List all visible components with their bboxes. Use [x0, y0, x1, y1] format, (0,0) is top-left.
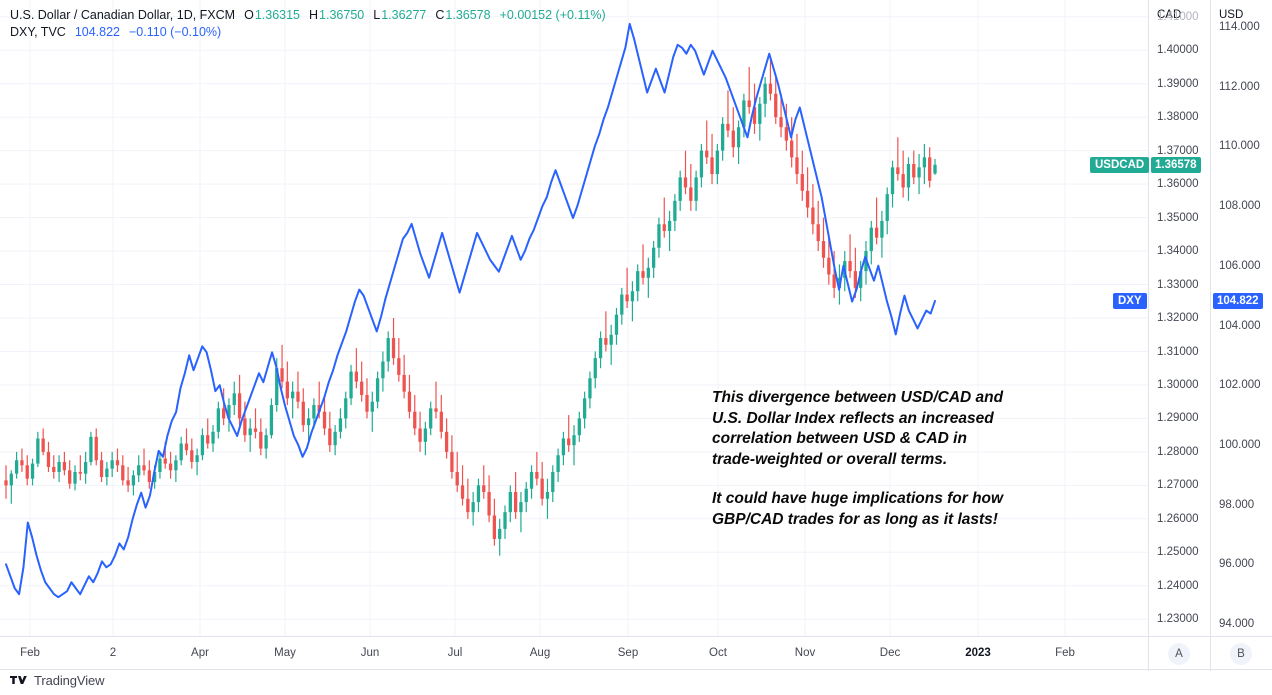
cad-axis-tick: 1.33000 [1157, 278, 1199, 291]
cad-axis-tick: 1.40000 [1157, 44, 1199, 57]
usd-axis-tick: 100.000 [1219, 438, 1261, 451]
time-axis-label: 2023 [965, 647, 991, 659]
dxy-change: −0.110 (−0.10%) [129, 25, 222, 39]
cad-axis-tick: 1.30000 [1157, 378, 1199, 391]
usd-axis-tick: 96.000 [1219, 558, 1255, 571]
time-axis-label: Apr [191, 647, 209, 659]
tradingview-footer[interactable]: TradingView [10, 673, 105, 688]
cad-axis-tick: 1.37000 [1157, 144, 1199, 157]
cad-axis-tick: 1.35000 [1157, 211, 1199, 224]
cad-axis-tick: 1.27000 [1157, 479, 1199, 492]
legend-row-dxy[interactable]: DXY, TVC 104.822 −0.110 (−0.10%) [10, 24, 1148, 41]
usdcad-symbol-label[interactable]: U.S. Dollar / Canadian Dollar, 1D, FXCM [10, 8, 236, 22]
usdcad-series-badge[interactable]: USDCAD [1090, 156, 1150, 173]
cad-axis-tick: 1.26000 [1157, 512, 1199, 525]
cad-axis-tick: 1.29000 [1157, 412, 1199, 425]
usd-axis-tick: 108.000 [1219, 200, 1261, 212]
high-label: H [309, 8, 319, 22]
usd-axis-tick: 104.000 [1219, 319, 1261, 332]
scale-button-b[interactable]: B [1230, 643, 1252, 665]
time-axis-separator-2 [1210, 637, 1211, 671]
cad-axis-title: CAD [1157, 9, 1182, 21]
usd-axis-tick: 102.000 [1219, 379, 1261, 392]
cad-axis-tick: 1.31000 [1157, 345, 1199, 358]
chart-plot-area[interactable] [0, 0, 1148, 636]
cad-axis-tick: 1.25000 [1157, 546, 1199, 559]
cad-axis-tick: 1.41000 [1157, 10, 1199, 23]
chart-canvas [0, 0, 1148, 636]
time-axis-label: Nov [794, 647, 816, 659]
open-label: O [244, 8, 254, 22]
close-label: C [435, 8, 445, 22]
low-value: 1.36277 [381, 8, 427, 22]
tradingview-brand-text: TradingView [34, 673, 105, 688]
annotation-paragraph-2[interactable]: It could have huge implications for how … [712, 490, 1004, 528]
open-value: 1.36315 [254, 8, 301, 22]
legend-row-usdcad[interactable]: U.S. Dollar / Canadian Dollar, 1D, FXCM O… [10, 7, 1148, 24]
time-axis-label: Aug [529, 647, 551, 659]
usd-axis-tick: 106.000 [1219, 259, 1261, 272]
cad-axis-tick: 1.38000 [1157, 111, 1199, 124]
chart-legend: U.S. Dollar / Canadian Dollar, 1D, FXCM O… [0, 0, 1148, 46]
annotation-paragraph-1[interactable]: This divergence between USD/CAD and U.S.… [712, 389, 1004, 468]
time-axis-label: Jun [360, 647, 380, 659]
time-axis-label: Oct [709, 647, 727, 659]
dxy-line-series [5, 22, 936, 599]
low-label: L [373, 8, 381, 22]
cad-axis-tick: 1.32000 [1157, 312, 1199, 324]
scale-button-a[interactable]: A [1168, 643, 1190, 665]
cad-axis-tick: 1.24000 [1157, 579, 1199, 592]
cad-axis-tick: 1.23000 [1157, 613, 1199, 626]
time-axis-label: Dec [879, 647, 901, 659]
high-value: 1.36750 [319, 8, 365, 22]
usd-axis-tick: 94.000 [1219, 618, 1255, 631]
usd-axis-tick: 98.000 [1219, 498, 1255, 511]
time-axis[interactable]: Feb 2 Apr May Jun Jul Aug Sep Oct Nov Dec 2023 Feb A… [0, 636, 1272, 671]
cad-axis-tick: 1.36000 [1157, 178, 1199, 191]
time-axis-label: 2 [109, 647, 117, 659]
cad-axis-tick: 1.34000 [1157, 245, 1199, 258]
cad-axis-tick: 1.28000 [1157, 445, 1199, 458]
grid-lines [0, 0, 1148, 636]
usdcad-change: +0.00152 (+0.11%) [499, 8, 606, 22]
time-axis-separator-1 [1148, 637, 1149, 671]
time-axis-label: Feb [20, 647, 40, 659]
time-axis-label: Feb [1055, 647, 1075, 659]
usd-axis-tick: 110.000 [1219, 140, 1260, 153]
close-value: 1.36578 [445, 8, 491, 22]
time-axis-label: Jul [447, 647, 463, 659]
time-axis-label: Sep [617, 647, 639, 659]
usd-axis-title: USD [1219, 9, 1244, 21]
usd-axis-tick: 112.000 [1219, 80, 1260, 93]
candlestick-series [4, 56, 937, 556]
time-axis-label: May [274, 647, 296, 659]
usd-axis-tick: 114.000 [1219, 20, 1260, 33]
dxy-symbol-label[interactable]: DXY, TVC [10, 25, 66, 39]
price-axis-usd[interactable]: USD 114.000 112.000 110.000 108.000 106.000 1… [1210, 0, 1272, 636]
tradingview-logo-icon [10, 675, 27, 684]
price-axis-cad[interactable]: CAD 1.41000 1.40000 1.39000 1.38000 1.37000 1… [1148, 0, 1210, 636]
cad-axis-tick: 1.39000 [1157, 77, 1199, 90]
dxy-price-tag[interactable]: 104.822 [1213, 292, 1263, 309]
dxy-series-badge[interactable]: DXY [1113, 292, 1147, 309]
usdcad-price-tag[interactable]: 1.36578 [1151, 156, 1201, 173]
dxy-last-value: 104.822 [74, 25, 120, 39]
